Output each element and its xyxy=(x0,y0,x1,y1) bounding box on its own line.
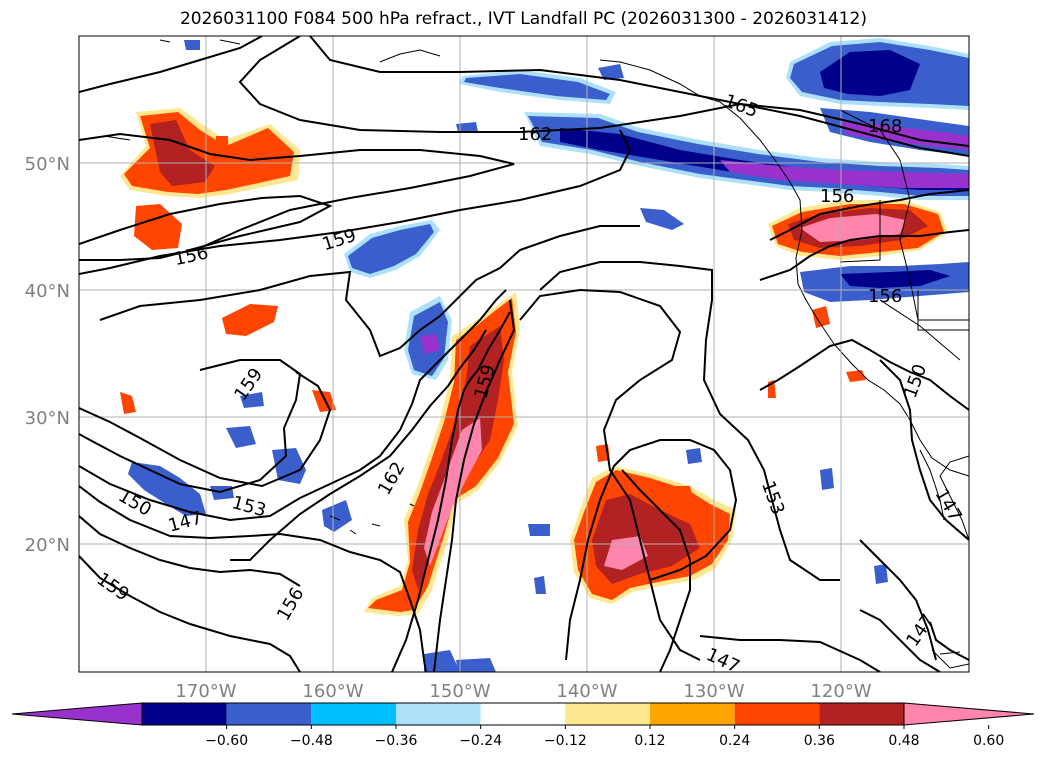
lat-label: 50°N xyxy=(25,154,70,175)
lat-label: 20°N xyxy=(25,535,70,556)
colorbar-tick-label: 0.24 xyxy=(719,733,750,749)
colorbar-tick-label: 0.48 xyxy=(888,733,919,749)
colorbar-segment xyxy=(565,703,650,725)
contour-label: 162 xyxy=(518,124,552,145)
lon-label: 150°W xyxy=(429,681,490,702)
colorbar-tick-label: 0.12 xyxy=(634,733,665,749)
colorbar-segment xyxy=(480,703,566,725)
colorbar-tick-label: −0.60 xyxy=(205,733,248,749)
colorbar-segment xyxy=(734,703,820,725)
map-frame xyxy=(78,35,970,673)
colorbar-extend-high xyxy=(903,702,1035,726)
colorbar-segment xyxy=(311,703,396,725)
colorbar-tick-label: −0.48 xyxy=(290,733,333,749)
lon-label: 130°W xyxy=(683,681,744,702)
colorbar-ticks: −0.60 −0.48 −0.36 −0.24 −0.12 0.12 0.24 0.36 0.4… xyxy=(205,725,1004,749)
colorbar-segment xyxy=(142,703,227,725)
colorbar-extend-low xyxy=(11,702,143,726)
colorbar-segment xyxy=(819,703,904,725)
lon-label: 170°W xyxy=(175,681,236,702)
lat-label: 40°N xyxy=(25,281,70,302)
graticule xyxy=(79,36,969,672)
latitude-labels: 50°N 40°N 30°N 20°N xyxy=(25,154,70,556)
longitude-labels: 170°W 160°W 150°W 140°W 130°W 120°W xyxy=(175,681,871,702)
height-contours xyxy=(79,36,969,672)
lat-label: 30°N xyxy=(25,408,70,429)
colorbar-tick-label: −0.12 xyxy=(544,733,587,749)
strong-positive-anomaly-core xyxy=(424,418,482,566)
lon-label: 140°W xyxy=(556,681,617,702)
colorbar-tick-label: −0.24 xyxy=(459,733,502,749)
colorbar xyxy=(11,702,1035,726)
positive-anomaly-region-northwest-inner xyxy=(150,120,215,186)
contour-label: 168 xyxy=(868,116,902,137)
colorbar-tick-label: 0.60 xyxy=(973,733,1004,749)
colorbar-tick-label: 0.36 xyxy=(804,733,835,749)
contour-label: 156 xyxy=(868,286,902,307)
positive-anomaly-region-small xyxy=(222,304,278,336)
lon-label: 160°W xyxy=(302,681,363,702)
positive-anomaly-region-west xyxy=(134,204,182,250)
colorbar-segment xyxy=(226,703,312,725)
lon-label: 120°W xyxy=(810,681,871,702)
colorbar-segment xyxy=(650,703,735,725)
colorbar-tick-label: −0.36 xyxy=(375,733,418,749)
colorbar-outline xyxy=(141,702,905,726)
contour-label: 156 xyxy=(820,186,854,207)
colorbar-segment xyxy=(396,703,481,725)
map-title: 2026031100 F084 500 hPa refract., IVT La… xyxy=(179,9,867,29)
